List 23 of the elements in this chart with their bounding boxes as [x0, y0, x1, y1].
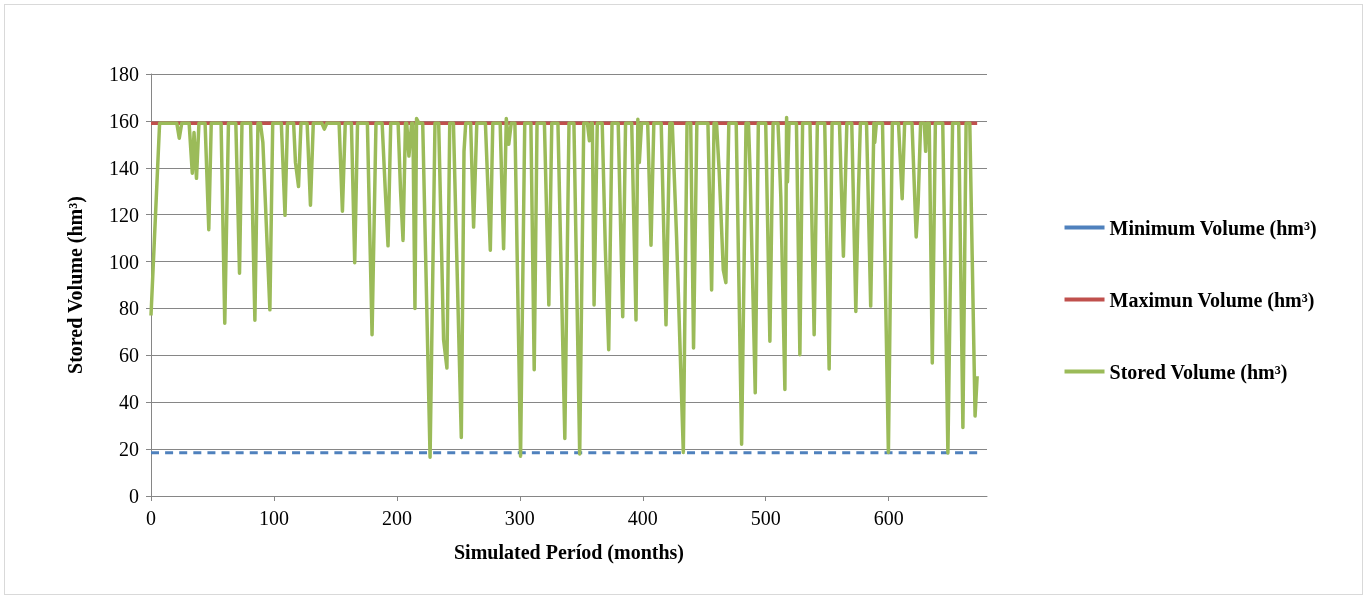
x-axis-title: Simulated Períod (months): [454, 541, 684, 564]
x-tick-label: 100: [258, 507, 289, 529]
legend-label: Stored Volume (hm³): [1109, 360, 1288, 384]
y-tick-label: 100: [109, 250, 139, 273]
line-series: [149, 115, 979, 460]
y-tick-label: 180: [109, 63, 139, 85]
y-tick-label: 120: [109, 203, 139, 226]
y-tick-label: 20: [119, 438, 139, 461]
y-tick-label: 0: [129, 485, 139, 507]
x-tick-label: 500: [750, 507, 781, 529]
x-tick-label: 300: [504, 507, 535, 529]
legend-label: Minimum Volume (hm³): [1109, 216, 1317, 240]
legend-label: Maximun Volume (hm³): [1109, 288, 1315, 312]
x-tick-label: 200: [381, 507, 412, 529]
x-tick-label: 0: [146, 507, 156, 529]
x-tick-label: 400: [627, 507, 658, 529]
y-tick-label: 140: [109, 156, 139, 179]
x-tick-label: 600: [873, 507, 904, 529]
y-tick-label: 160: [109, 109, 139, 132]
y-axis-title: Stored Volume (hm³): [64, 196, 87, 374]
y-tick-label: 80: [119, 297, 139, 320]
y-tick-label: 40: [119, 391, 139, 414]
y-tick-label: 60: [119, 344, 139, 367]
